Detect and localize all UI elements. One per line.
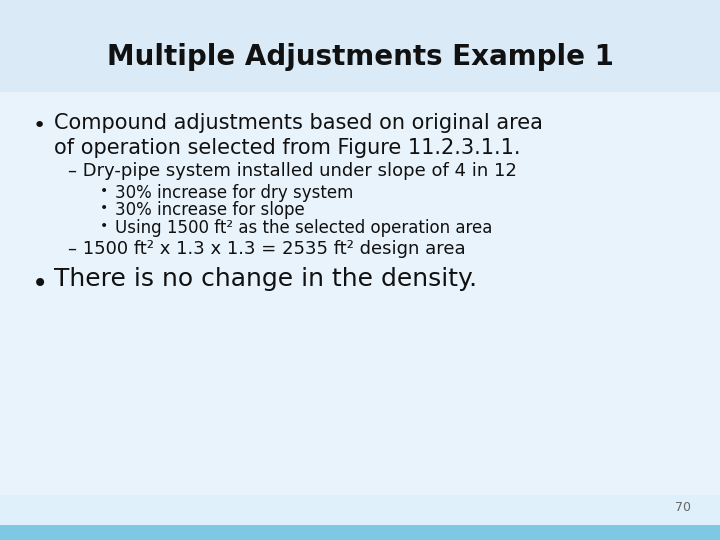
Text: •: • xyxy=(100,184,109,198)
Text: 70: 70 xyxy=(675,501,691,514)
Text: •: • xyxy=(100,219,109,233)
Text: Multiple Adjustments Example 1: Multiple Adjustments Example 1 xyxy=(107,43,613,71)
Text: There is no change in the density.: There is no change in the density. xyxy=(54,267,477,291)
Text: 30% increase for dry system: 30% increase for dry system xyxy=(115,184,354,201)
Text: – 1500 ft² x 1.3 x 1.3 = 2535 ft² design area: – 1500 ft² x 1.3 x 1.3 = 2535 ft² design… xyxy=(68,240,466,258)
FancyBboxPatch shape xyxy=(0,0,720,92)
Text: Compound adjustments based on original area: Compound adjustments based on original a… xyxy=(54,113,543,133)
Text: – Dry-pipe system installed under slope of 4 in 12: – Dry-pipe system installed under slope … xyxy=(68,162,517,180)
Text: Using 1500 ft² as the selected operation area: Using 1500 ft² as the selected operation… xyxy=(115,219,492,237)
FancyBboxPatch shape xyxy=(0,495,720,525)
Text: •: • xyxy=(33,116,46,136)
Text: •: • xyxy=(32,270,48,298)
Text: •: • xyxy=(100,201,109,215)
Text: 30% increase for slope: 30% increase for slope xyxy=(115,201,305,219)
Text: of operation selected from Figure 11.2.3.1.1.: of operation selected from Figure 11.2.3… xyxy=(54,138,521,158)
FancyBboxPatch shape xyxy=(0,525,720,540)
